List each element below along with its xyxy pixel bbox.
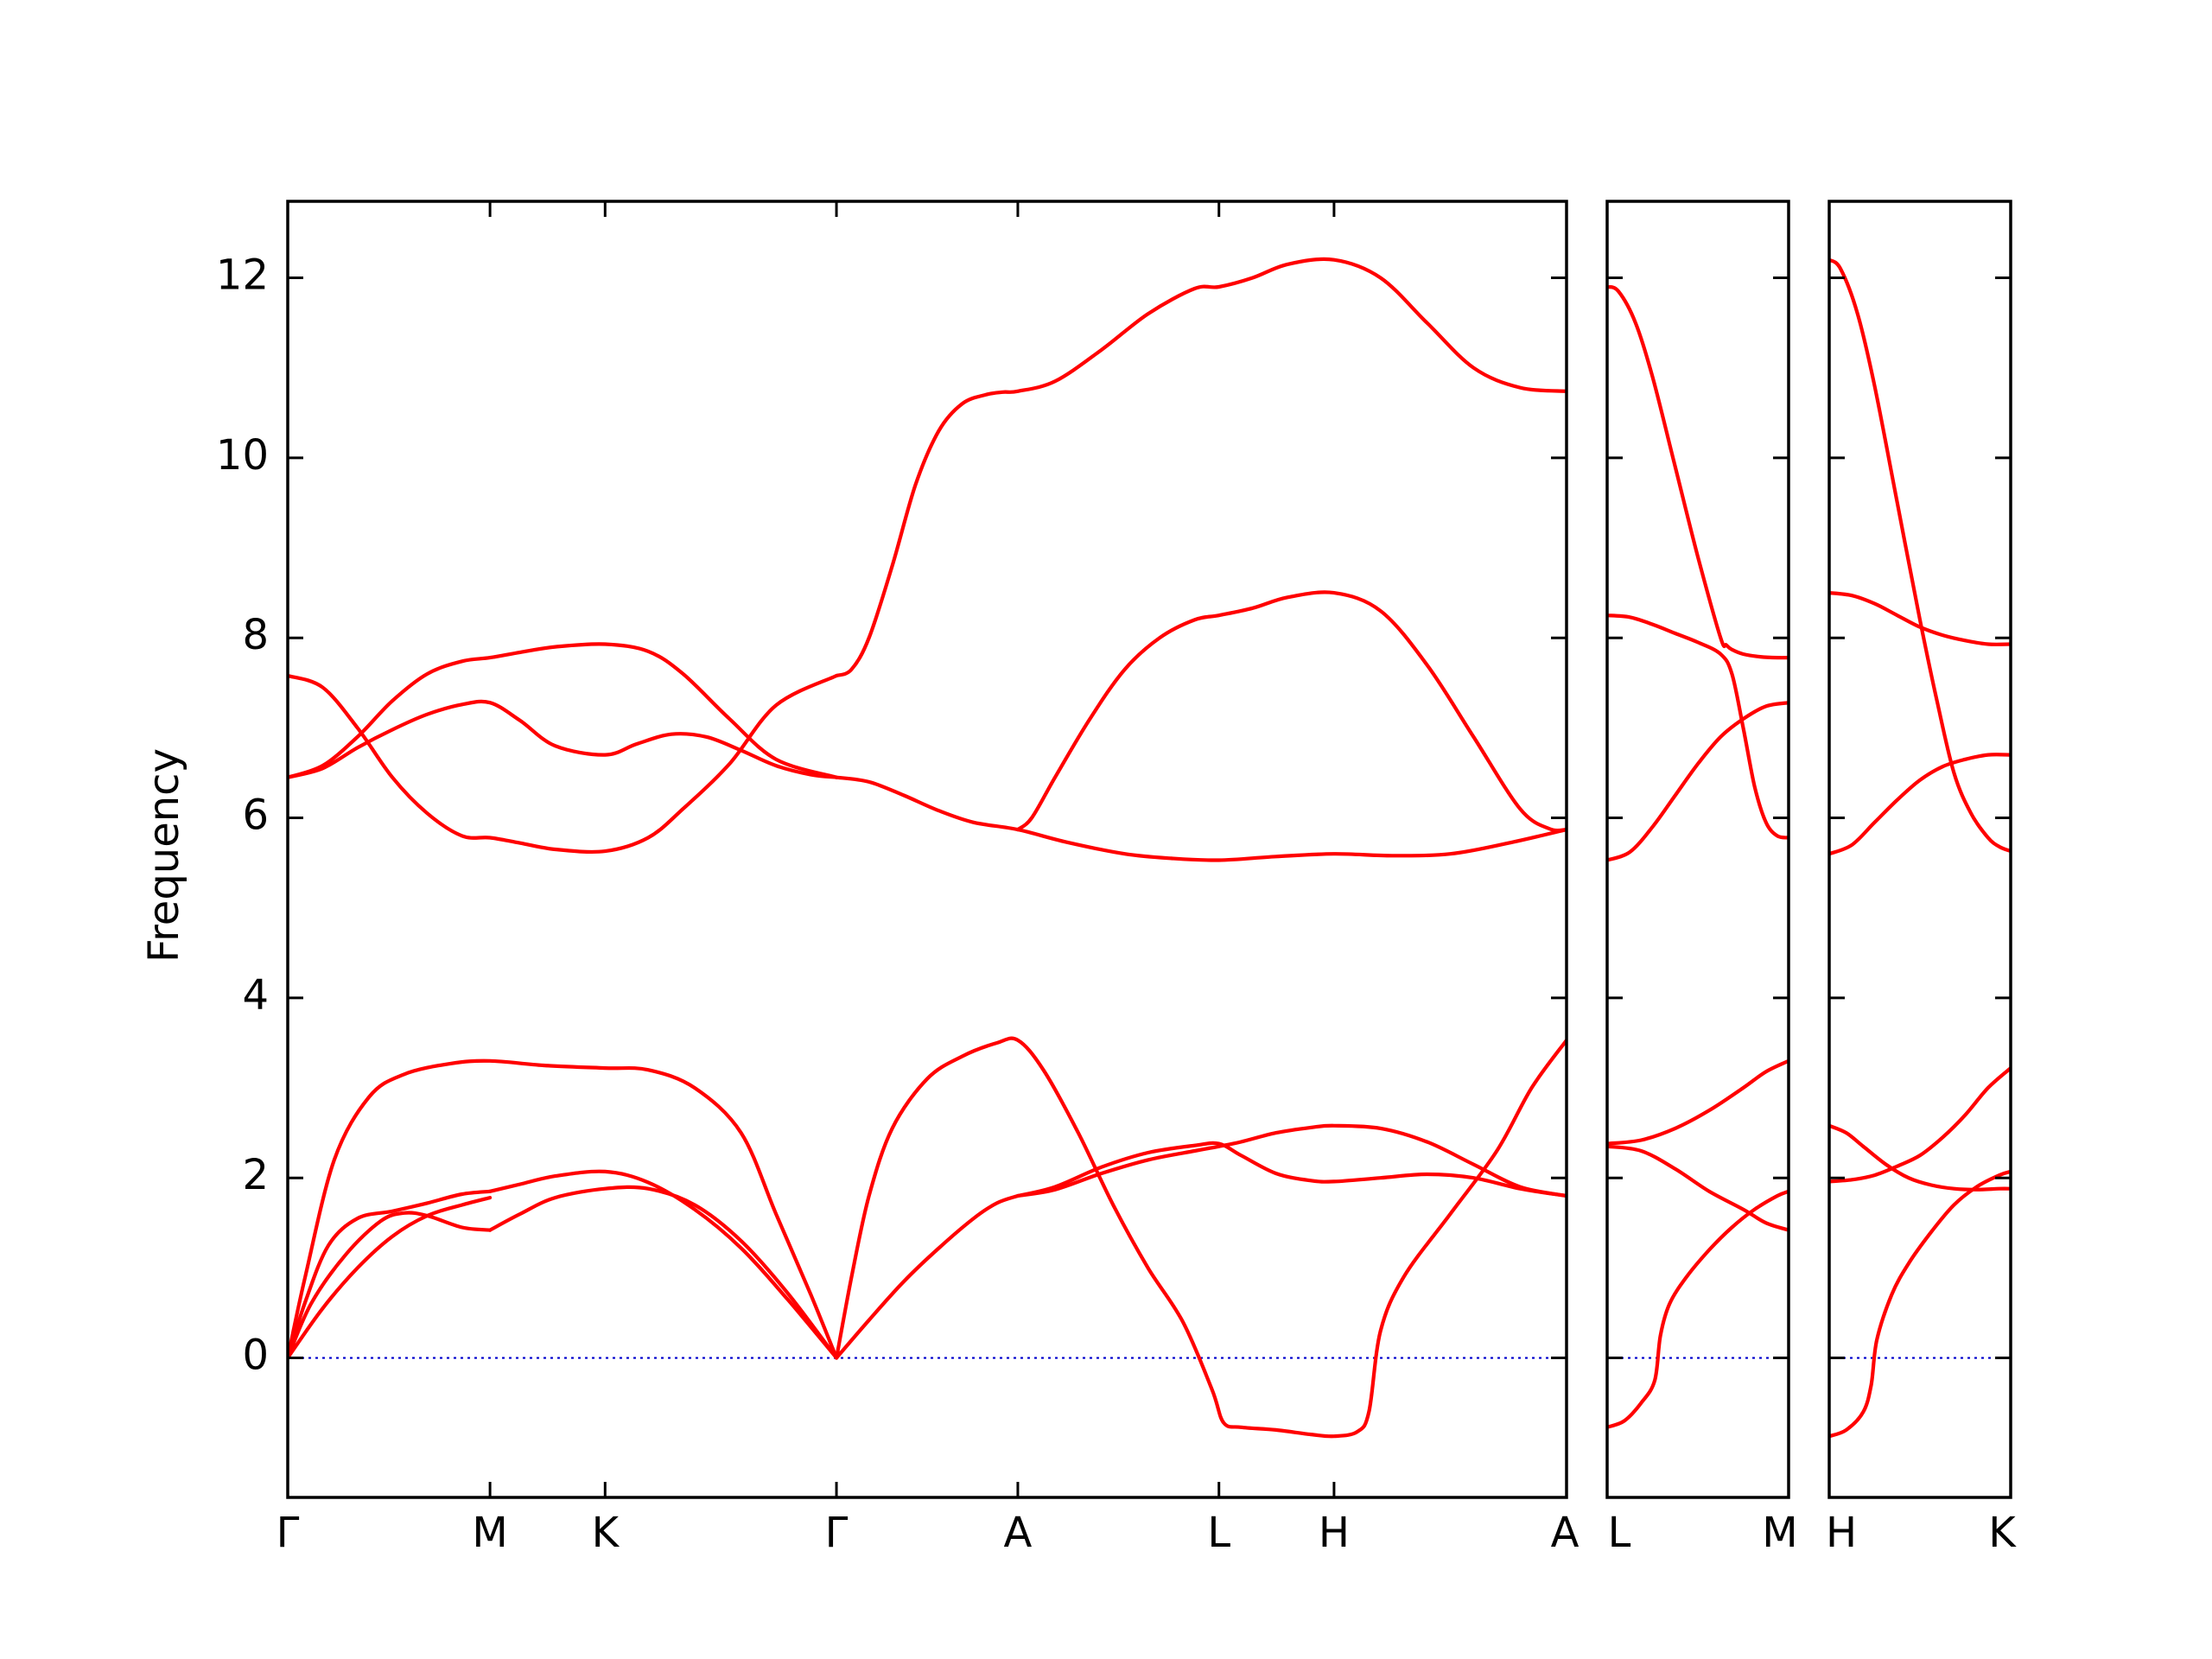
band-line-16	[835, 257, 1567, 678]
x-tick-label: H	[1319, 1509, 1350, 1557]
x-tick-label: L	[1608, 1509, 1631, 1557]
band-line-15	[1015, 590, 1567, 833]
y-tick-label: 0	[242, 1332, 269, 1380]
band-line-12	[1015, 1123, 1567, 1198]
y-tick-label: 12	[216, 251, 269, 300]
band-curves	[1607, 284, 1789, 1429]
band-line-3	[288, 1196, 493, 1360]
band-line-3	[1607, 1058, 1789, 1146]
band-line-7	[288, 673, 839, 855]
x-tick-label: M	[472, 1509, 507, 1557]
x-tick-label: A	[1551, 1509, 1580, 1557]
band-line-2	[1829, 1066, 2011, 1184]
band-line-2	[488, 1169, 839, 1360]
x-tick-label: L	[1207, 1509, 1230, 1557]
band-line-6	[1829, 257, 2011, 854]
x-tick-label: Γ	[825, 1509, 849, 1557]
band-line-1	[1829, 1169, 2011, 1439]
x-tick-label: K	[592, 1509, 620, 1557]
band-line-4	[1607, 701, 1789, 862]
band-line-4	[1829, 753, 2011, 856]
band-line-8	[288, 642, 839, 779]
panel-1: 0 2 4 6 8 10 12 Γ M K Γ A L H A	[216, 200, 1580, 1557]
band-line-6	[288, 1058, 839, 1360]
band-line-10	[835, 1193, 1020, 1360]
band-line-13	[1015, 1141, 1567, 1198]
band-curves	[1829, 257, 2011, 1439]
x-tick-label: M	[1762, 1509, 1797, 1557]
band-curves	[288, 257, 1567, 1439]
plot-frame	[1605, 200, 1790, 1499]
band-line-1	[1607, 1189, 1789, 1429]
band-line-2	[1607, 1144, 1789, 1232]
y-tick-label: 2	[242, 1151, 269, 1199]
band-line-9	[288, 699, 839, 779]
band-line-11	[835, 1036, 1567, 1439]
band-line-1	[288, 1189, 493, 1360]
y-tick-label: 4	[242, 971, 269, 1020]
y-tick-label: 8	[242, 611, 269, 659]
band-line-14	[835, 775, 1567, 862]
y-axis-label: Frequency	[140, 748, 188, 963]
x-tick-label: A	[1004, 1509, 1033, 1557]
band-line-5	[488, 1185, 839, 1360]
y-tick-label: 6	[242, 791, 269, 840]
plot-frame	[1827, 200, 2012, 1499]
y-tick-label: 10	[216, 431, 269, 480]
band-line-3	[1829, 1123, 2011, 1192]
plot-frame	[286, 200, 1568, 1499]
band-line-6	[1607, 284, 1789, 660]
band-line-4	[288, 1211, 493, 1360]
x-tick-label: Γ	[276, 1509, 300, 1557]
x-tick-label: K	[1988, 1509, 2017, 1557]
x-tick-label: H	[1826, 1509, 1857, 1557]
band-line-5	[1607, 613, 1789, 840]
